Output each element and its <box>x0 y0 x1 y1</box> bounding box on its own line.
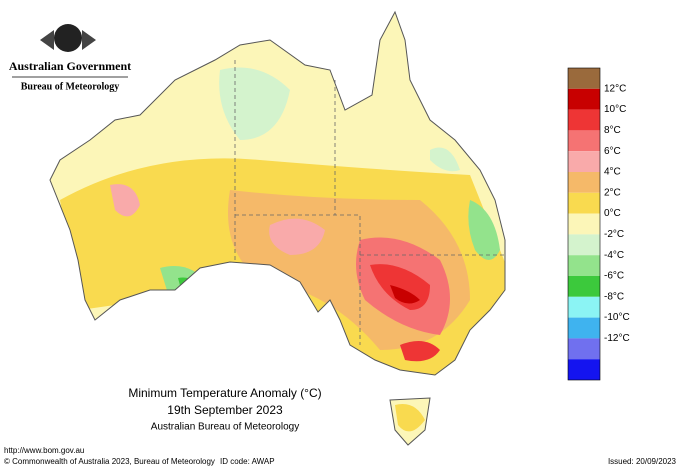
legend-swatch <box>568 317 600 339</box>
legend-swatch <box>568 296 600 318</box>
legend-label: 12°C <box>604 83 626 94</box>
bureau-name: Bureau of Meteorology <box>21 81 120 92</box>
legend-label: 10°C <box>604 104 626 115</box>
legend-swatch <box>568 172 600 193</box>
legend-label: 8°C <box>604 125 621 136</box>
legend-swatch <box>568 68 600 89</box>
legend-swatch <box>568 151 600 172</box>
legend-swatch <box>568 359 600 380</box>
legend-label: -6°C <box>604 271 624 282</box>
legend-label: 2°C <box>604 187 621 198</box>
map-date: 19th September 2023 <box>167 403 283 417</box>
map-title: Minimum Temperature Anomaly (°C) <box>128 386 321 400</box>
legend-frame <box>567 67 601 381</box>
legend-swatch <box>568 338 600 360</box>
legend-swatch <box>568 234 600 256</box>
legend-label: -8°C <box>604 291 624 302</box>
legend-label: 0°C <box>604 208 621 219</box>
legend-label: 4°C <box>604 167 621 178</box>
legend-label: -4°C <box>604 250 624 261</box>
legend-swatch <box>568 109 600 131</box>
footer-url: http://www.bom.gov.au <box>4 446 84 455</box>
legend-label: -10°C <box>604 312 630 323</box>
legend-label: -12°C <box>604 333 630 344</box>
footer-copyright: © Commonwealth of Australia 2023, Bureau… <box>4 457 215 466</box>
legend-swatch <box>568 213 600 235</box>
map-source: Australian Bureau of Meteorology <box>151 422 299 433</box>
legend: 12°C 10°C 8°C 6°C 4°C 2°C 0°C -2°C -4°C -6°C -8°C -… <box>567 67 630 381</box>
logo <box>40 24 96 52</box>
legend-swatch <box>568 192 600 214</box>
legend-swatch <box>568 88 600 110</box>
footer-id: ID code: AWAP <box>220 457 275 466</box>
coastline <box>49 10 506 446</box>
legend-swatch <box>568 130 600 152</box>
agency-name: Australian Government <box>9 59 131 73</box>
legend-label: -2°C <box>604 229 624 240</box>
legend-swatch <box>568 276 600 297</box>
legend-label: 6°C <box>604 146 621 157</box>
footer-issued: Issued: 20/09/2023 <box>608 457 677 466</box>
legend-swatch <box>568 255 600 276</box>
state-borders <box>234 60 505 345</box>
